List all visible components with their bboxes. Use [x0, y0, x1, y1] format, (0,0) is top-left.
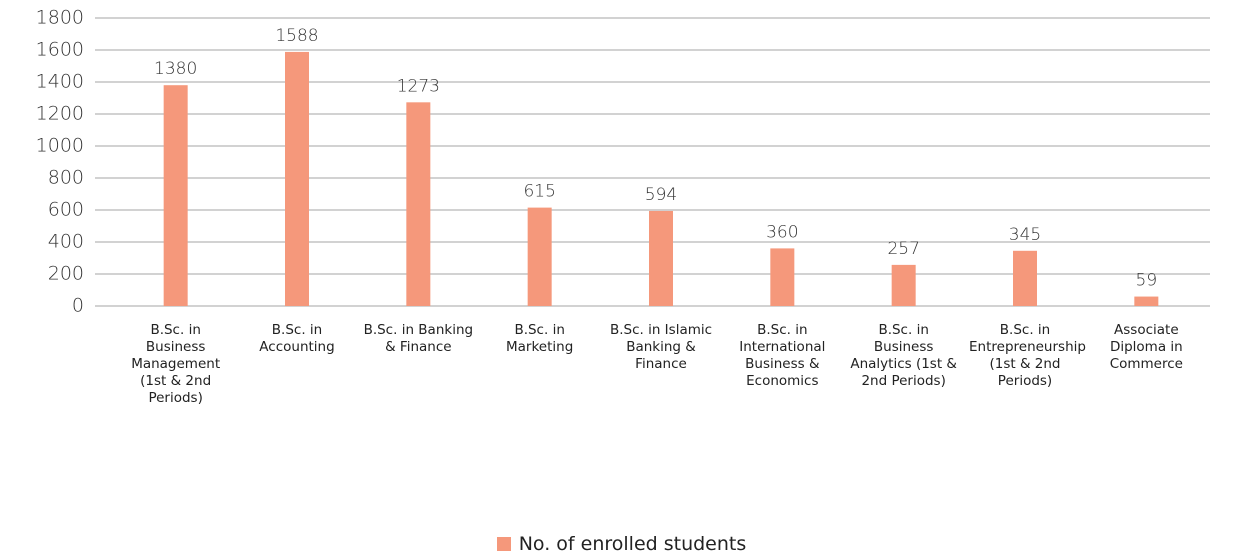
y-tick-label: 1400: [36, 71, 84, 93]
legend-label: No. of enrolled students: [518, 533, 747, 555]
bar: [1013, 250, 1037, 306]
x-tick-label: Associate Diploma in Commerce: [1109, 322, 1183, 372]
bar: [406, 102, 431, 306]
legend: No. of enrolled students: [0, 533, 1243, 555]
x-tick-label: B.Sc. in International Business & Econom…: [739, 322, 826, 389]
y-tick-label: 200: [48, 263, 84, 285]
value-label: 1380: [154, 59, 197, 79]
value-label: 1588: [275, 26, 318, 46]
y-tick-label: 0: [72, 295, 84, 317]
y-tick-label: 1000: [36, 135, 84, 157]
value-label: 257: [887, 239, 919, 259]
y-tick-label: 800: [48, 167, 84, 189]
value-label: 594: [645, 185, 677, 205]
bar: [891, 264, 916, 306]
y-tick-label: 600: [48, 199, 84, 221]
value-label: 615: [523, 182, 555, 202]
y-tick-label: 400: [48, 231, 84, 253]
value-label: 1273: [397, 76, 440, 96]
x-tick-label: B.Sc. in Marketing: [506, 322, 574, 355]
x-tick-label: B.Sc. in Islamic Banking & Finance: [609, 322, 713, 372]
bar: [1134, 296, 1159, 306]
y-tick-label: 1200: [36, 103, 84, 125]
y-tick-label: 1800: [36, 7, 84, 29]
bar: [770, 248, 795, 306]
x-tick-label: B.Sc. in Entrepreneurship (1st & 2nd Per…: [969, 322, 1086, 389]
x-tick-label: B.Sc. in Business Management (1st & 2nd …: [131, 322, 221, 406]
bar: [649, 210, 673, 306]
value-label: 59: [1136, 271, 1158, 291]
x-tick-label: B.Sc. in Accounting: [259, 322, 335, 355]
bar: [163, 85, 188, 306]
bar: [527, 207, 552, 306]
value-label: 360: [766, 222, 798, 242]
value-label: 345: [1009, 225, 1041, 245]
x-tick-label: B.Sc. in Business Analytics (1st & 2nd P…: [850, 322, 957, 389]
legend-swatch: [496, 537, 511, 551]
x-tick-label: B.Sc. in Banking & Finance: [363, 322, 474, 355]
bar: [285, 51, 309, 306]
y-tick-label: 1600: [36, 39, 84, 61]
